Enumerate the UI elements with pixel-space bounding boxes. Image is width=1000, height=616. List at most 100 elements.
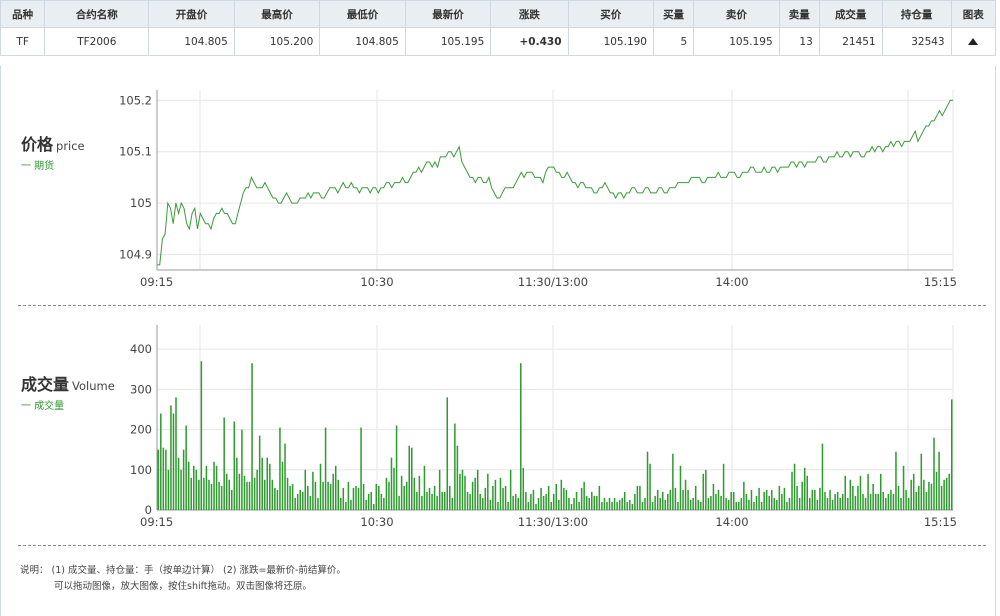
cell-ask-volume: 13 [778, 27, 820, 56]
volume-bar [175, 397, 177, 510]
volume-bar [649, 463, 651, 511]
volume-bar [841, 493, 844, 510]
volume-bar [223, 417, 225, 510]
header-ask-volume[interactable]: 卖量 [778, 0, 820, 28]
volume-bar [730, 491, 732, 510]
volume-bar [659, 497, 661, 510]
collapse-arrow-icon[interactable] [968, 37, 979, 45]
volume-bar [459, 473, 461, 510]
volume-bar [304, 469, 307, 510]
volume-bar [433, 485, 436, 510]
volume-bar [801, 481, 803, 510]
volume-bar [193, 465, 195, 510]
header-open[interactable]: 开盘价 [148, 0, 235, 28]
volume-bar [352, 487, 355, 510]
chart-toggle-button[interactable] [950, 27, 997, 56]
volume-bar [299, 489, 301, 510]
header-ask[interactable]: 卖价 [693, 0, 780, 28]
cell-volume: 21451 [818, 27, 883, 56]
volume-bar [294, 497, 296, 510]
volume-bar [669, 489, 672, 510]
volume-bar [786, 502, 788, 510]
volume-bar [918, 485, 920, 510]
volume-bar [712, 483, 715, 510]
volume-bar [644, 497, 646, 510]
volume-bar [479, 493, 481, 510]
volume-bar [215, 465, 218, 510]
volume-bar [203, 477, 205, 510]
volume-bar [340, 497, 342, 510]
header-change[interactable]: 涨跌 [490, 0, 569, 28]
volume-bar [236, 457, 238, 510]
volume-bar [441, 491, 443, 510]
volume-x-tick-label: 09:15 [140, 515, 173, 529]
header-bid-volume[interactable]: 买量 [652, 0, 695, 28]
price-title-zh: 价格 [21, 135, 54, 154]
volume-bar [740, 497, 743, 510]
volume-bar [816, 499, 819, 510]
volume-bar [228, 479, 231, 510]
price-y-tick-label: 105.1 [119, 145, 152, 159]
volume-bar [182, 449, 185, 510]
volume-bar [504, 485, 507, 510]
volume-bar [928, 481, 930, 510]
volume-bar [679, 465, 682, 510]
volume-bar [355, 485, 357, 510]
price-y-tick-label: 104.9 [119, 248, 152, 262]
volume-bar [375, 483, 378, 510]
volume-bar [537, 497, 540, 510]
volume-bar [185, 425, 187, 510]
header-open-interest[interactable]: 持仓量 [881, 0, 952, 28]
volume-bar [857, 485, 859, 510]
volume-chart[interactable]: 0 100 200 300 400 09:15 10:30 11:30/13:00 14:00 1… [0, 315, 1000, 530]
volume-bar [836, 491, 839, 510]
volume-bar [879, 473, 882, 510]
volume-bar [616, 502, 618, 510]
volume-bar [809, 497, 811, 510]
cell-contract[interactable]: TF2006 [44, 27, 150, 56]
header-last[interactable]: 最新价 [404, 0, 492, 28]
volume-bar [631, 504, 634, 510]
volume-bar [383, 497, 385, 510]
price-x-tick-label: 11:30/13:00 [518, 275, 588, 289]
price-chart[interactable]: 104.9 105 105.1 105.2 09:15 10:30 11:30/13:00 1… [0, 80, 1000, 310]
volume-bar [591, 491, 593, 510]
volume-bar [854, 495, 857, 510]
header-contract[interactable]: 合约名称 [44, 0, 150, 28]
volume-bar [443, 491, 446, 510]
header-variety[interactable]: 品种 [0, 0, 46, 28]
volume-bar [309, 495, 312, 510]
volume-bar [484, 487, 487, 510]
volume-bar [776, 499, 778, 510]
volume-bar [494, 479, 497, 510]
volume-bar [550, 502, 552, 510]
chart-divider-top [18, 305, 986, 306]
volume-bar [768, 495, 770, 510]
volume-bar [682, 489, 684, 510]
volume-bar [489, 499, 492, 510]
volume-bar [350, 499, 352, 510]
volume-bar [882, 491, 885, 510]
volume-bar [661, 491, 664, 510]
volume-bar [451, 497, 454, 510]
header-bid[interactable]: 买价 [567, 0, 654, 28]
volume-bar [502, 487, 504, 510]
volume-bar [618, 499, 621, 510]
volume-bar [342, 487, 345, 510]
volume-bar [469, 493, 471, 510]
quote-row[interactable]: TF TF2006 104.805 105.200 104.805 105.19… [0, 27, 997, 56]
volume-bar [370, 491, 372, 510]
volume-bar [636, 485, 639, 510]
header-high[interactable]: 最高价 [233, 0, 321, 28]
volume-bar [542, 495, 545, 510]
volume-bar [933, 437, 935, 510]
header-low[interactable]: 最低价 [319, 0, 406, 28]
volume-bar [641, 502, 644, 510]
volume-bar [839, 497, 841, 510]
header-volume[interactable]: 成交量 [818, 0, 883, 28]
volume-bar [180, 469, 182, 510]
volume-bar [388, 481, 390, 510]
volume-bar [852, 485, 854, 510]
volume-bar [205, 465, 208, 510]
volume-bar [390, 457, 393, 510]
